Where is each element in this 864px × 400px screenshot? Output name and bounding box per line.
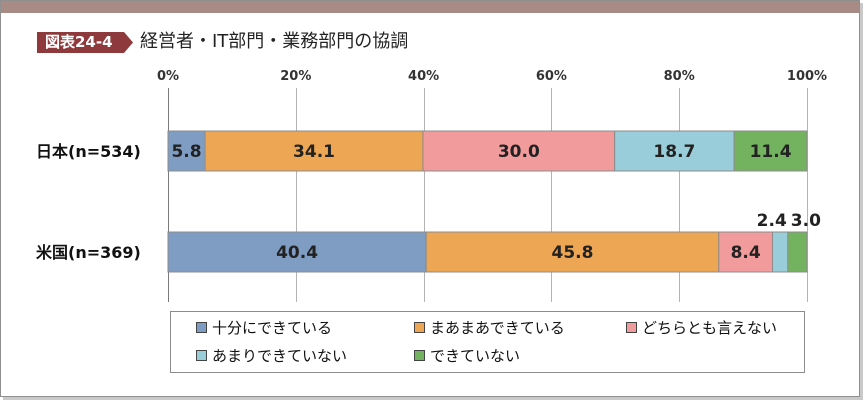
bars: [167, 130, 808, 273]
bar-segment: [771, 231, 789, 273]
legend-item: あまりできていない: [196, 346, 348, 365]
data-label: 8.4: [731, 243, 761, 263]
x-tick-label: 0%: [157, 69, 179, 84]
data-label: 30.0: [498, 142, 540, 162]
legend-label: 十分にできている: [212, 318, 333, 337]
x-tick-label: 20%: [280, 69, 311, 84]
bar-segment: [733, 130, 808, 172]
legend-swatch: [196, 321, 207, 333]
bar-segment: [425, 231, 720, 273]
data-label: 40.4: [276, 243, 318, 263]
data-label: 11.4: [750, 142, 792, 162]
bar-segment: [167, 130, 206, 172]
data-label: 18.7: [653, 142, 695, 162]
legend-swatch: [626, 321, 637, 333]
legend: 十分にできている まあまあできている どちらとも言えないあまりできていない できていな…: [170, 311, 805, 373]
x-tick-labels: 0% 20% 40% 60% 80% 100%: [157, 69, 827, 84]
x-tick-label: 80%: [664, 69, 695, 84]
category-label: 日本(n=534): [36, 142, 141, 161]
legend-label: あまりできていない: [212, 346, 348, 365]
bar-segment: [167, 231, 427, 273]
legend-swatch: [414, 349, 425, 361]
legend-label: まあまあできている: [430, 318, 565, 337]
data-labels: 5.8 34.1 30.0 18.7 11.4 40.4 45.8 8.4 2.4 3.0: [171, 142, 821, 263]
data-label: 5.8: [171, 142, 201, 162]
x-tick-label: 40%: [408, 69, 439, 84]
legend-item: できていない: [414, 346, 521, 365]
legend-label: どちらとも言えない: [642, 318, 778, 337]
data-label: 45.8: [552, 243, 594, 263]
legend-item: どちらとも言えない: [626, 318, 778, 337]
legend-swatch: [414, 321, 425, 333]
data-label: 2.4: [757, 211, 787, 231]
data-label: 3.0: [791, 211, 821, 231]
bar-segment: [787, 231, 808, 273]
legend-item: まあまあできている: [414, 318, 565, 337]
legend-label: できていない: [430, 346, 521, 365]
category-labels: 日本(n=534) 米国(n=369): [36, 142, 141, 262]
category-label: 米国(n=369): [36, 243, 141, 262]
figure-number-badge: 図表24-4: [37, 32, 133, 53]
legend-swatch: [196, 349, 207, 361]
x-tick-label: 100%: [787, 69, 827, 84]
data-label: 34.1: [293, 142, 335, 162]
top-band: [1, 1, 859, 13]
x-tick-label: 60%: [536, 69, 567, 84]
legend-item: 十分にできている: [196, 318, 333, 337]
chart-title: 経営者・IT部門・業務部門の協調: [140, 31, 409, 52]
bar-segment: [422, 130, 616, 172]
bar-segment: [204, 130, 424, 172]
